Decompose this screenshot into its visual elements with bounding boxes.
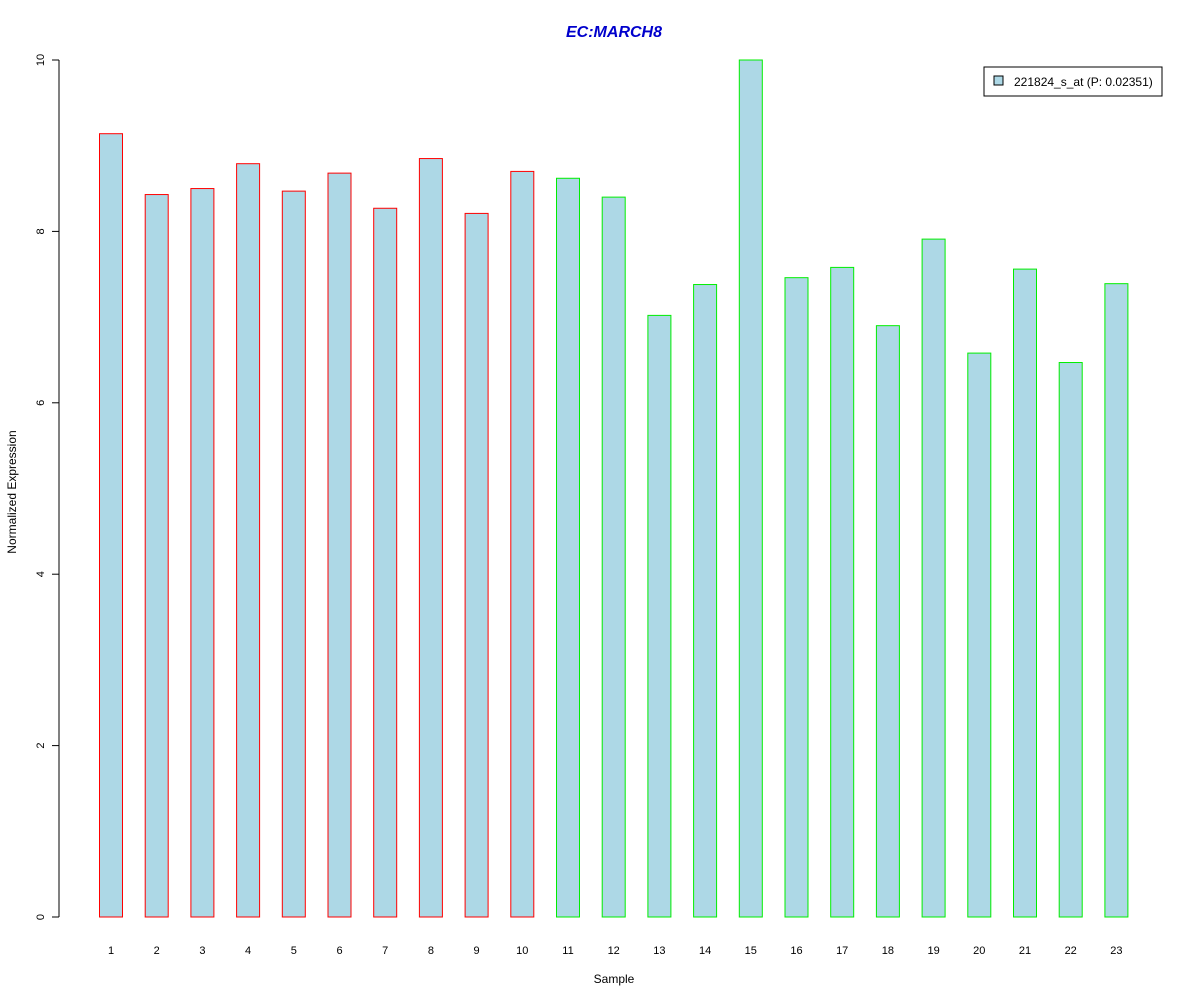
bar-sample-3	[190, 188, 215, 918]
legend-label: 221824_s_at (P: 0.02351)	[1014, 75, 1153, 89]
x-axis-label: Sample	[594, 972, 635, 986]
y-tick-label: 8	[35, 228, 47, 234]
x-tick-label: 5	[291, 945, 297, 957]
legend-box	[983, 66, 1163, 97]
x-tick-label: 8	[428, 945, 434, 957]
x-tick-label: 7	[382, 945, 388, 957]
x-tick-label: 3	[199, 945, 205, 957]
bar-sample-18	[875, 325, 900, 918]
x-tick-label: 13	[653, 945, 665, 957]
bar-sample-22	[1058, 362, 1083, 918]
x-tick-label: 16	[790, 945, 802, 957]
bar-sample-8	[418, 158, 443, 918]
bar-sample-19	[921, 238, 946, 918]
bar-sample-1	[99, 133, 123, 918]
bar-sample-14	[693, 284, 718, 918]
x-tick-label: 12	[608, 945, 620, 957]
x-tick-label: 10	[516, 945, 528, 957]
y-tick-label: 6	[35, 400, 47, 406]
bar-sample-11	[556, 177, 580, 918]
y-tick-label: 4	[35, 571, 47, 577]
bar-sample-4	[236, 163, 261, 918]
bar-sample-20	[967, 352, 992, 918]
x-tick-label: 6	[336, 945, 342, 957]
x-tick-label: 14	[699, 945, 711, 957]
y-axis-ticks: 0 2 4 6 8 10	[35, 54, 59, 920]
bar-sample-12	[601, 196, 626, 918]
y-tick-label: 0	[35, 914, 47, 920]
bar-sample-17	[830, 266, 855, 918]
bars	[99, 59, 1129, 918]
x-tick-label: 19	[927, 945, 939, 957]
x-tick-label: 17	[836, 945, 848, 957]
y-tick-label: 2	[35, 743, 47, 749]
x-tick-label: 9	[474, 945, 480, 957]
bar-sample-13	[647, 314, 672, 918]
x-tick-label: 22	[1065, 945, 1077, 957]
y-tick-label: 10	[35, 54, 47, 66]
bar-sample-23	[1104, 283, 1129, 918]
x-tick-label: 2	[154, 945, 160, 957]
x-tick-label: 4	[245, 945, 251, 957]
bar-sample-2	[144, 194, 169, 918]
bar-sample-5	[281, 190, 306, 918]
x-tick-label: 1	[108, 945, 114, 957]
bar-sample-15	[738, 59, 763, 918]
bar-sample-9	[464, 212, 489, 918]
legend-swatch	[993, 75, 1004, 86]
bar-sample-21	[1013, 268, 1037, 918]
x-axis-ticks: 1 2 3 4 5 6 7 8 9 10 11 12 13 14 15 16 17 18 19 20 21 22 23	[108, 945, 1123, 957]
x-tick-label: 15	[745, 945, 757, 957]
x-tick-label: 21	[1019, 945, 1031, 957]
bar-sample-16	[784, 277, 809, 918]
bar-sample-10	[510, 170, 535, 918]
bar-sample-6	[327, 172, 352, 918]
chart-title: EC:MARCH8	[566, 24, 662, 41]
x-tick-label: 11	[562, 945, 573, 957]
bar-sample-7	[373, 207, 398, 918]
y-axis-label: Normalized Expression	[5, 430, 19, 553]
x-tick-label: 18	[882, 945, 894, 957]
x-tick-label: 20	[973, 945, 985, 957]
legend: 221824_s_at (P: 0.02351)	[983, 66, 1163, 97]
x-tick-label: 23	[1110, 945, 1122, 957]
